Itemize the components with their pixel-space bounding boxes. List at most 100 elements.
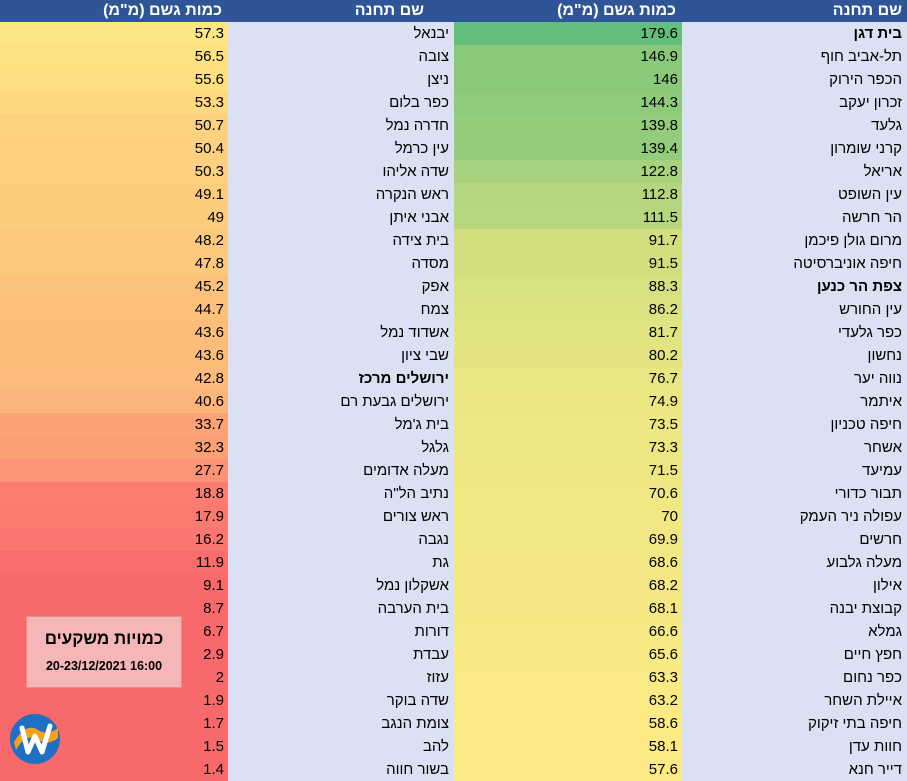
left-amount-cell: 43.6: [0, 344, 228, 367]
left-amount-cell: 48.2: [0, 229, 228, 252]
right-amount-cell: 66.6: [454, 620, 682, 643]
right-station-cell: חוות עדן: [682, 735, 907, 758]
left-amount-cell: 56.5: [0, 45, 228, 68]
right-station-cell: חרשים: [682, 528, 907, 551]
right-amount-cell: 68.2: [454, 574, 682, 597]
left-amount-cell: 57.3: [0, 22, 228, 45]
right-amount-cell: 88.3: [454, 275, 682, 298]
right-station-cell: אילון: [682, 574, 907, 597]
header-left-station: שם תחנה: [228, 0, 454, 22]
right-amount-cell: 111.5: [454, 206, 682, 229]
left-station-cell: אפק: [228, 275, 454, 298]
left-station-cell: בית ג'מל: [228, 413, 454, 436]
right-station-cell: חפץ חיים: [682, 643, 907, 666]
left-station-cell: יבנאל: [228, 22, 454, 45]
right-amount-cell: 68.6: [454, 551, 682, 574]
left-amount-cell: 33.7: [0, 413, 228, 436]
left-amount-cell: 49: [0, 206, 228, 229]
right-amount-cell: 63.2: [454, 689, 682, 712]
legend-title: כמויות משקעים: [44, 629, 164, 648]
left-station-cell: עין כרמל: [228, 137, 454, 160]
left-station-cell: ירושלים גבעת רם: [228, 390, 454, 413]
left-amount-cell: 17.9: [0, 505, 228, 528]
right-station-cell: תל-אביב חוף: [682, 45, 907, 68]
header-left-station-label: שם תחנה: [354, 2, 424, 19]
right-amount-cell: 71.5: [454, 459, 682, 482]
right-station-cell: עין השופט: [682, 183, 907, 206]
left-station-cell: מעלה אדומים: [228, 459, 454, 482]
right-station-cell: קרני שומרון: [682, 137, 907, 160]
right-amount-cell: 70.6: [454, 482, 682, 505]
right-amount-cell: 144.3: [454, 91, 682, 114]
right-station-cell: אריאל: [682, 160, 907, 183]
right-amount-cell: 139.8: [454, 114, 682, 137]
header-left-amount-label: כמות גשם (מ"מ): [103, 2, 222, 19]
right-station-cell: קבוצת יבנה: [682, 597, 907, 620]
right-station-cell: כפר גלעדי: [682, 321, 907, 344]
left-amount-cell: 27.7: [0, 459, 228, 482]
left-station-cell: שדה אליהו: [228, 160, 454, 183]
right-station-cell: תבור כדורי: [682, 482, 907, 505]
right-station-cell: דייר חנא: [682, 758, 907, 781]
left-amount-cell: 32.3: [0, 436, 228, 459]
right-station-cell: נחשון: [682, 344, 907, 367]
right-amount-cell: 68.1: [454, 597, 682, 620]
left-station-cell: אבני איתן: [228, 206, 454, 229]
header-right-amount-label: כמות גשם (מ"מ): [557, 2, 676, 19]
right-amount-cell: 65.6: [454, 643, 682, 666]
right-station-cell: הכפר הירוק: [682, 68, 907, 91]
left-station-cell: בשור חווה: [228, 758, 454, 781]
left-amount-cell: 55.6: [0, 68, 228, 91]
left-station-cell: בית צידה: [228, 229, 454, 252]
header-left-amount: כמות גשם (מ"מ): [0, 0, 228, 22]
left-amount-cell: 50.3: [0, 160, 228, 183]
left-station-cell: שדה בוקר: [228, 689, 454, 712]
right-station-cell: איילת השחר: [682, 689, 907, 712]
right-station-cell: בית דגן: [682, 22, 907, 45]
left-station-cell: ראש צורים: [228, 505, 454, 528]
left-amount-cell: 49.1: [0, 183, 228, 206]
left-amount-cell: 53.3: [0, 91, 228, 114]
right-amount-cell: 91.5: [454, 252, 682, 275]
right-amount-cell: 122.8: [454, 160, 682, 183]
right-station-cell: גמלא: [682, 620, 907, 643]
left-amount-cell: 42.8: [0, 367, 228, 390]
left-station-cell: שבי ציון: [228, 344, 454, 367]
right-amount-cell: 74.9: [454, 390, 682, 413]
right-station-cell: זכרון יעקב: [682, 91, 907, 114]
left-amount-cell: 1.9: [0, 689, 228, 712]
right-amount-cell: 58.6: [454, 712, 682, 735]
header-right-station-label: שם תחנה: [832, 2, 902, 19]
left-amount-cell: 44.7: [0, 298, 228, 321]
left-station-cell: כפר בלום: [228, 91, 454, 114]
right-amount-cell: 179.6: [454, 22, 682, 45]
right-amount-cell: 86.2: [454, 298, 682, 321]
right-station-cell: כפר נחום: [682, 666, 907, 689]
right-station-cell: מרום גולן פיכמן: [682, 229, 907, 252]
right-station-cell: הר חרשה: [682, 206, 907, 229]
right-station-cell: עין החורש: [682, 298, 907, 321]
right-amount-cell: 57.6: [454, 758, 682, 781]
left-station-cell: צובה: [228, 45, 454, 68]
legend-box: כמויות משקעים 20-23/12/2021 16:00: [26, 616, 182, 688]
right-amount-cell: 146: [454, 68, 682, 91]
right-station-cell: נווה יער: [682, 367, 907, 390]
left-station-cell: ראש הנקרה: [228, 183, 454, 206]
right-amount-cell: 76.7: [454, 367, 682, 390]
left-station-cell: ירושלים מרכז: [228, 367, 454, 390]
left-amount-cell: 8.7: [0, 597, 228, 620]
left-amount-cell: 47.8: [0, 252, 228, 275]
left-station-cell: נגבה: [228, 528, 454, 551]
right-amount-cell: 139.4: [454, 137, 682, 160]
right-amount-cell: 73.5: [454, 413, 682, 436]
left-station-cell: גת: [228, 551, 454, 574]
right-amount-cell: 63.3: [454, 666, 682, 689]
right-station-cell: צפת הר כנען: [682, 275, 907, 298]
right-station-cell: אשחר: [682, 436, 907, 459]
left-station-cell: ניצן: [228, 68, 454, 91]
left-amount-cell: 43.6: [0, 321, 228, 344]
left-station-cell: עזוז: [228, 666, 454, 689]
header-right-amount: כמות גשם (מ"מ): [454, 0, 682, 22]
right-station-cell: עפולה ניר העמק: [682, 505, 907, 528]
left-station-cell: אשדוד נמל: [228, 321, 454, 344]
